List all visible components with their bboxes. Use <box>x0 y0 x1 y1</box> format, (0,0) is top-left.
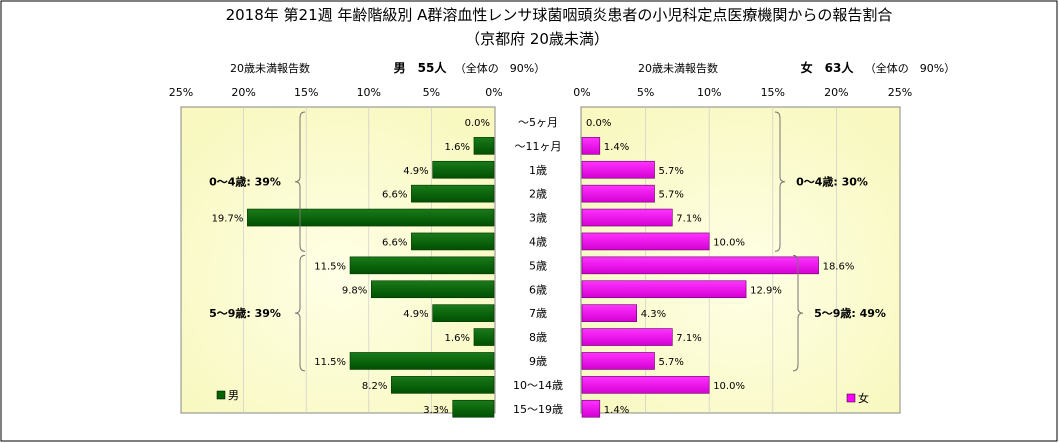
male-value-label: 4.9% <box>403 309 428 320</box>
male-value-label: 11.5% <box>314 261 346 272</box>
male-bar <box>349 352 495 370</box>
female-value-label: 10.0% <box>713 381 745 392</box>
female-value-label: 10.0% <box>713 237 745 248</box>
category-label: 7歳 <box>529 307 547 320</box>
male-bar <box>432 304 495 322</box>
female-header-note: （全体の 90%） <box>865 61 955 75</box>
female-bar <box>581 208 673 227</box>
category-label: 10～14歳 <box>513 379 563 392</box>
male-value-label: 3.3% <box>423 405 448 416</box>
male-tick-label: 0% <box>485 86 502 99</box>
male-bar <box>411 184 495 203</box>
chart-title: 2018年 第21週 年齢階級別 A群溶血性レンサ球菌咽頭炎患者の小児科定点医療… <box>226 6 893 24</box>
male-bar <box>473 328 495 346</box>
female-bar <box>581 280 747 299</box>
female-value-label: 1.4% <box>604 405 629 416</box>
female-value-label: 1.4% <box>604 142 629 153</box>
female-tick-label: 25% <box>888 86 912 99</box>
female-bar <box>581 137 601 155</box>
female-bar <box>581 376 710 394</box>
male-bar <box>371 280 495 299</box>
female-group-label: 0～4歳: 30% <box>796 175 868 189</box>
female-tick-label: 15% <box>761 86 785 99</box>
male-value-label: 1.6% <box>445 142 470 153</box>
male-bar <box>473 137 495 155</box>
category-label: 6歳 <box>529 283 547 296</box>
female-tick-label: 0% <box>573 86 590 99</box>
male-value-label: 9.8% <box>342 285 367 296</box>
female-group-label: 5～9歳: 49% <box>814 306 886 320</box>
male-group-brace <box>294 254 306 372</box>
female-legend-swatch <box>846 393 856 403</box>
male-value-label: 0.0% <box>465 118 490 129</box>
female-value-label: 5.7% <box>659 357 684 368</box>
category-label: 9歳 <box>529 355 547 368</box>
male-bar <box>391 376 495 394</box>
male-value-label: 8.2% <box>362 381 387 392</box>
female-value-label: 7.1% <box>676 214 701 225</box>
female-bar <box>581 352 655 370</box>
category-label: 2歳 <box>529 188 547 201</box>
female-legend-label: 女 <box>858 391 869 405</box>
female-tick-label: 20% <box>824 86 848 99</box>
male-bar <box>432 160 495 179</box>
male-value-label: 6.6% <box>382 190 407 201</box>
male-header-title: 男 55人 <box>394 60 448 75</box>
female-value-label: 18.6% <box>823 261 855 272</box>
male-value-label: 4.9% <box>403 166 428 177</box>
category-label: 8歳 <box>529 331 547 344</box>
male-tick-label: 25% <box>169 86 193 99</box>
female-value-label: 5.7% <box>659 190 684 201</box>
male-bar <box>411 232 495 251</box>
female-group-brace <box>774 111 786 252</box>
male-header-note: （全体の 90%） <box>455 61 545 75</box>
male-group-label: 0～4歳: 39% <box>209 175 281 189</box>
category-label: 5歳 <box>529 259 547 272</box>
male-tick-label: 10% <box>357 86 381 99</box>
male-tick-label: 15% <box>294 86 318 99</box>
male-legend-swatch <box>216 390 226 400</box>
female-header-title: 女 63人 <box>801 60 855 75</box>
category-label: ～5ヶ月 <box>518 116 558 129</box>
male-bar <box>452 399 495 418</box>
female-tick-label: 10% <box>697 86 721 99</box>
chart-subtitle: （京都府 20歳未満） <box>465 30 609 48</box>
female-value-label: 7.1% <box>676 333 701 344</box>
male-legend-label: 男 <box>228 389 239 402</box>
female-header-label: 20歳未満報告数 <box>638 62 718 75</box>
female-bar <box>581 160 655 179</box>
female-value-label: 12.9% <box>750 285 782 296</box>
female-bar <box>581 256 819 275</box>
category-label: 3歳 <box>529 212 547 225</box>
male-bar <box>349 256 495 275</box>
female-bar <box>581 399 601 418</box>
male-group-label: 5～9歳: 39% <box>209 306 281 320</box>
female-tick-label: 5% <box>637 86 654 99</box>
female-group-brace <box>792 254 804 372</box>
male-group-brace <box>294 111 306 252</box>
male-value-label: 19.7% <box>212 214 244 225</box>
category-label: 1歳 <box>529 164 547 177</box>
female-bar <box>581 232 710 251</box>
female-bar <box>581 328 673 346</box>
male-header-label: 20歳未満報告数 <box>230 62 310 75</box>
female-value-label: 5.7% <box>659 166 684 177</box>
category-label: 4歳 <box>529 235 547 248</box>
category-label: ～11ヶ月 <box>515 140 562 153</box>
male-value-label: 11.5% <box>314 357 346 368</box>
male-tick-label: 20% <box>231 86 255 99</box>
female-value-label: 0.0% <box>586 118 611 129</box>
female-value-label: 4.3% <box>641 309 666 320</box>
female-bar <box>581 184 655 203</box>
male-bar <box>247 208 495 227</box>
male-value-label: 1.6% <box>445 333 470 344</box>
male-value-label: 6.6% <box>382 237 407 248</box>
male-tick-label: 5% <box>423 86 440 99</box>
female-bar <box>581 304 637 322</box>
category-label: 15～19歳 <box>513 403 563 416</box>
